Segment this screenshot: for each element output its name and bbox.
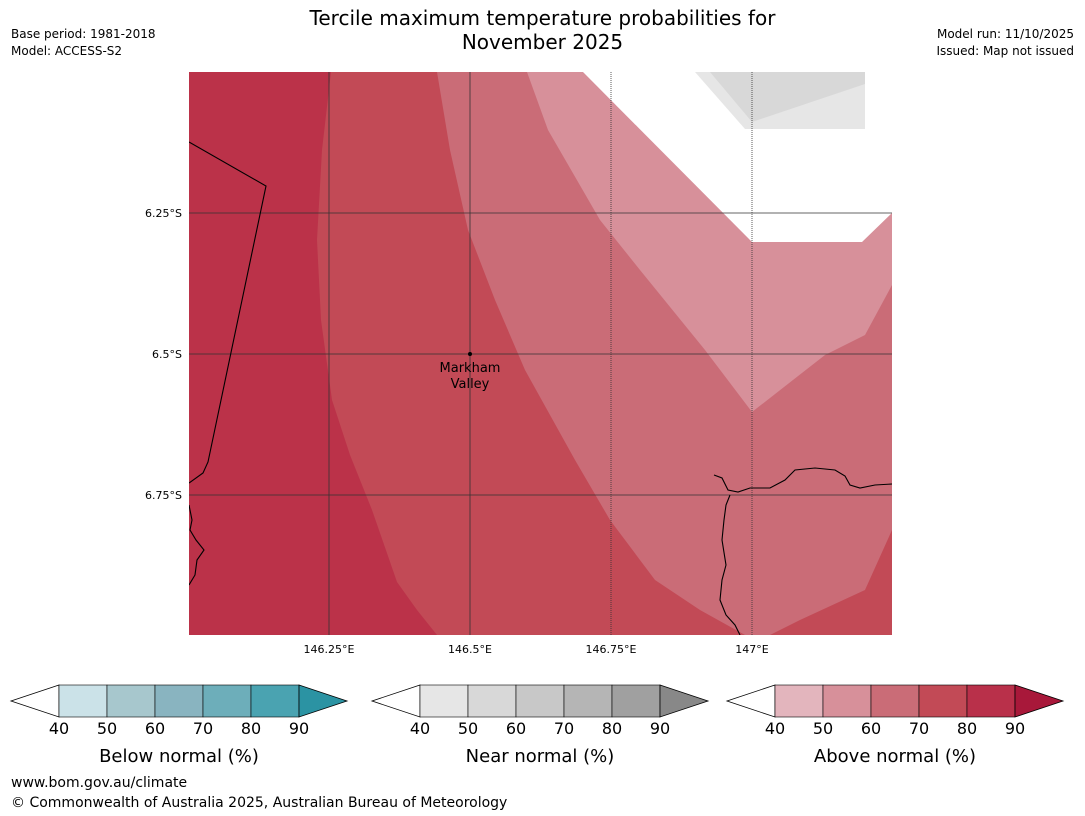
lon-label-147: 147°E <box>735 643 768 656</box>
colorbar-near-tick: 40 <box>410 719 430 738</box>
lon-label-14675: 146.75°E <box>586 643 637 656</box>
colorbar-near-tick: 60 <box>506 719 526 738</box>
issued-status: Issued: Map not issued <box>936 44 1074 58</box>
colorbar-below-segment-50 <box>106 684 156 718</box>
colorbar-near-segment-40 <box>419 684 469 718</box>
place-marker[interactable] <box>468 352 472 356</box>
colorbar-below-tick: 70 <box>193 719 213 738</box>
boundaries <box>189 141 892 635</box>
border-line <box>189 141 267 484</box>
colorbar-below-tick: 90 <box>289 719 309 738</box>
colorbar-above-over-triangle <box>1014 684 1065 718</box>
meta-right: Model run: 11/10/2025 Issued: Map not is… <box>936 26 1074 60</box>
colorbar-near-over-triangle <box>659 684 710 718</box>
colorbar-above-segment-60 <box>870 684 920 718</box>
colorbar-above-under-triangle <box>725 684 776 718</box>
colorbar-near-tick: 80 <box>602 719 622 738</box>
colorbar-near-tick: 70 <box>554 719 574 738</box>
colorbar-near-label: Near normal (%) <box>466 746 615 767</box>
model-name: Model: ACCESS-S2 <box>11 44 123 58</box>
colorbar-above-segment-40 <box>774 684 824 718</box>
model-run: Model run: 11/10/2025 <box>936 27 1074 41</box>
colorbar-below-tick: 40 <box>49 719 69 738</box>
colorbar-near: 40 50 60 70 80 90 Near normal (%) <box>370 684 710 767</box>
colorbar-below-over-triangle <box>298 684 349 718</box>
colorbar-near-tick: 50 <box>458 719 478 738</box>
colorbar-above-segment-80 <box>966 684 1016 718</box>
coastline-west <box>189 504 205 586</box>
near-normal-50-60 <box>710 72 865 122</box>
lat-label-675: 6.75°S <box>145 489 182 502</box>
title-line-1: Tercile maximum temperature probabilitie… <box>309 6 776 30</box>
colorbar-near-segment-80 <box>611 684 661 718</box>
map-title: Tercile maximum temperature probabilitie… <box>0 6 1085 54</box>
colorbar-below-segment-60 <box>154 684 204 718</box>
colorbar-above-tick: 70 <box>909 719 929 738</box>
colorbar-below: 40 50 60 70 80 90 Below normal (%) <box>9 684 349 767</box>
coastline-east <box>713 467 892 493</box>
colorbar-below-under-triangle <box>9 684 60 718</box>
colorbar-below-tick: 80 <box>241 719 261 738</box>
lat-label-650: 6.5°S <box>152 348 182 361</box>
meta-left: Base period: 1981-2018 Model: ACCESS-S2 <box>11 26 156 60</box>
place-label-line-1: Markham <box>440 361 501 376</box>
colorbar-above-tick: 50 <box>813 719 833 738</box>
colorbar-below-segment-40 <box>58 684 108 718</box>
colorbar-above-tick: 80 <box>957 719 977 738</box>
colorbar-above: 40 50 60 70 80 90 Above normal (%) <box>725 684 1065 767</box>
colorbar-above-label: Above normal (%) <box>814 746 976 767</box>
footer-url[interactable]: www.bom.gov.au/climate <box>11 775 188 791</box>
footer-copyright: © Commonwealth of Australia 2025, Austra… <box>11 795 508 811</box>
colorbar-near-segment-50 <box>467 684 517 718</box>
lon-label-1465: 146.5°E <box>448 643 492 656</box>
lon-label-14625: 146.25°E <box>304 643 355 656</box>
colorbar-above-tick: 60 <box>861 719 881 738</box>
colorbar-below-label: Below normal (%) <box>99 746 259 767</box>
colorbar-below-segment-80 <box>250 684 300 718</box>
colorbar-near-segment-70 <box>563 684 613 718</box>
colorbar-below-tick: 50 <box>97 719 117 738</box>
colorbar-near-tick: 90 <box>650 719 670 738</box>
coastline-south <box>719 494 741 635</box>
colorbar-above-tick: 40 <box>765 719 785 738</box>
colorbar-above-tick: 90 <box>1005 719 1025 738</box>
colorbar-near-under-triangle <box>370 684 421 718</box>
colorbar-above-segment-50 <box>822 684 872 718</box>
lat-label-625: 6.25°S <box>145 207 182 220</box>
colorbars: 40 50 60 70 80 90 Below normal (%) 40 50 60 70 80 90… <box>9 684 1065 767</box>
colorbar-above-segment-70 <box>918 684 968 718</box>
colorbar-below-tick: 60 <box>145 719 165 738</box>
title-line-2: November 2025 <box>461 30 624 54</box>
place-label-line-2: Valley <box>451 377 490 392</box>
base-period: Base period: 1981-2018 <box>11 27 156 41</box>
colorbar-below-segment-70 <box>202 684 252 718</box>
probability-field <box>189 72 892 635</box>
colorbar-near-segment-60 <box>515 684 565 718</box>
